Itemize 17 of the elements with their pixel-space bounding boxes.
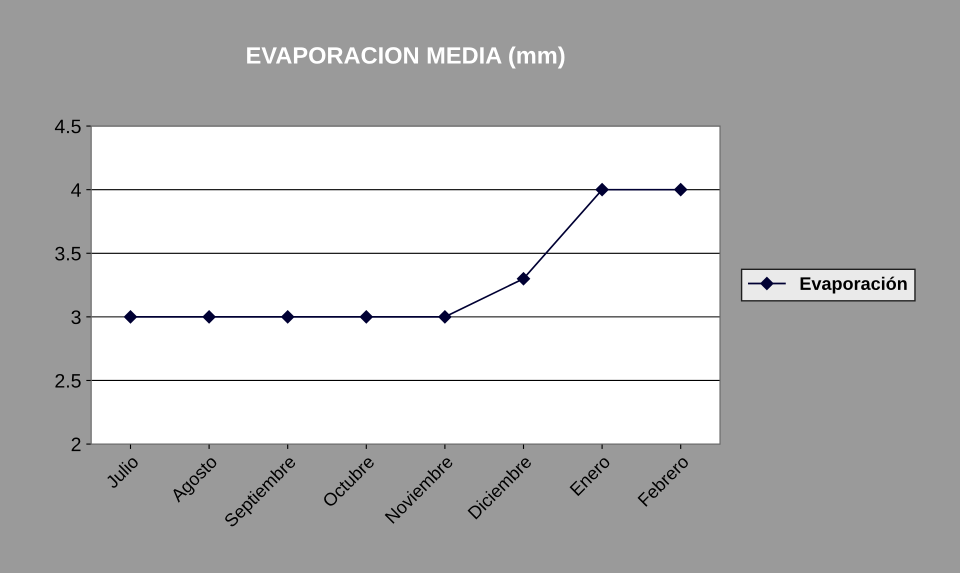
point [281, 310, 294, 324]
point [674, 183, 688, 196]
point [438, 310, 452, 324]
point [124, 310, 138, 324]
point [360, 310, 373, 324]
y-tick-label: 4.5 [54, 120, 81, 134]
y-tick-label: 3.5 [55, 246, 81, 261]
y-tick-label: 2.5 [55, 374, 81, 388]
y-tick-label: 2 [72, 438, 81, 452]
y-tick-label: 3 [71, 310, 81, 324]
legend-label: Evaporación [800, 276, 907, 294]
chart-title: EVAPORACION MEDIA (mm) [247, 46, 564, 68]
y-tick-label: 4 [71, 183, 81, 197]
point [516, 272, 530, 286]
point [202, 310, 216, 324]
x-tick-label: Julio [104, 454, 140, 490]
point [596, 183, 609, 196]
